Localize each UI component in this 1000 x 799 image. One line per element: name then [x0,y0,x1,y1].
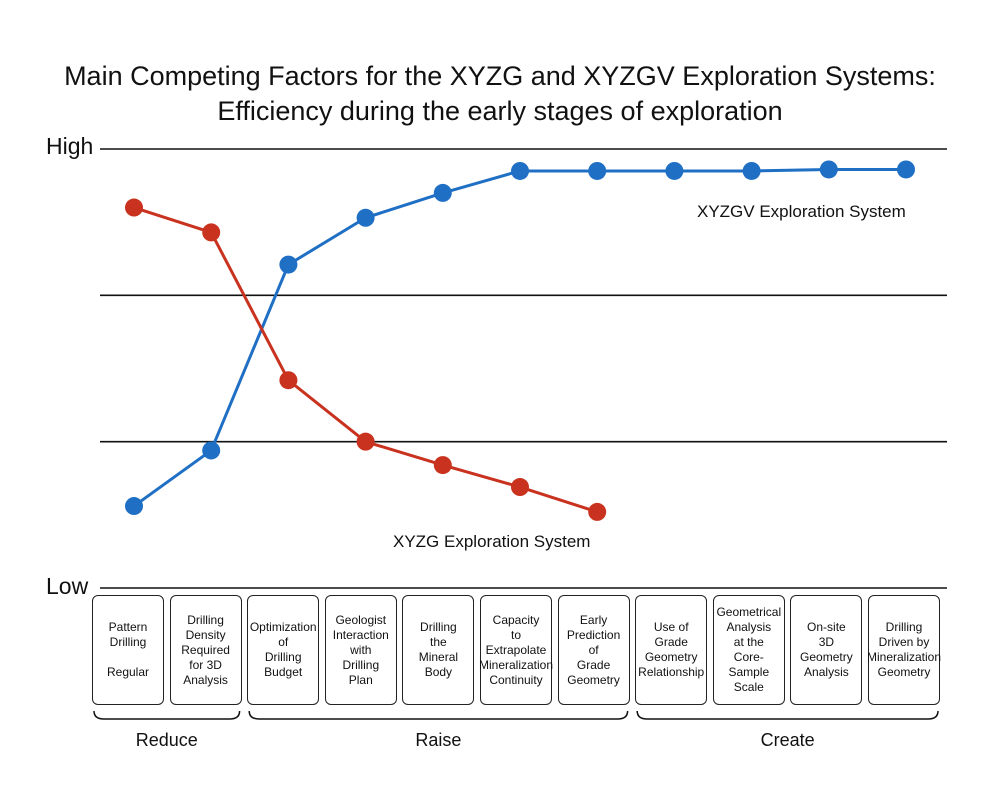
category-label-2: Optimization of Drilling Budget [247,595,320,705]
category-label-1: Drilling Density Required for 3D Analysi… [169,595,242,705]
group-brace-0 [93,710,241,720]
data-point-s0-8 [742,161,761,180]
data-point-s0-1 [202,441,221,460]
data-point-s0-9 [819,160,838,179]
category-label-6: Early Prediction of Grade Geometry [557,595,630,705]
data-point-s0-3 [356,208,375,227]
data-point-s0-4 [433,183,452,202]
data-point-s1-2 [279,371,298,390]
data-point-s1-3 [356,432,375,451]
category-label-8: Geometrical Analysis at the Core-Sample … [712,595,785,705]
data-point-s0-2 [279,255,298,274]
category-label-3: Geologist Interaction with Drilling Plan [324,595,397,705]
category-label-4: Drilling the Mineral Body [402,595,475,705]
data-point-s0-7 [665,161,684,180]
series-line-1 [133,206,598,514]
group-brace-2 [636,710,939,720]
group-label-2: Create [760,730,815,750]
category-label-9: On-site 3D Geometry Analysis [790,595,863,705]
category-label-0: Pattern Drilling Regular [92,595,164,705]
y-tick-label-low: Low [46,573,89,599]
gridlines [100,148,947,589]
data-point-s1-4 [433,456,452,475]
data-point-s1-0 [125,198,143,217]
group-label-0: Reduce [135,730,198,750]
category-label-5: Capacity to Extrapolate Mineralization C… [479,595,553,705]
series-points [125,160,915,521]
data-point-s1-5 [511,478,529,497]
group-label-1: Raise [415,730,462,750]
group-brace-1 [248,710,629,720]
data-point-s1-1 [202,223,221,242]
chart-subtitle: Efficiency during the early stages of ex… [217,96,783,126]
data-point-s1-6 [588,502,607,521]
y-tick-label-high: High [46,133,94,159]
series-label-xyzgv: XYZGV Exploration System [697,202,906,221]
data-point-s0-10 [897,160,915,179]
category-label-7: Use of Grade Geometry Relationship [635,595,708,705]
series-label-xyzg: XYZG Exploration System [393,532,591,551]
category-label-10: Drilling Driven by Mineralization Geomet… [867,595,941,705]
chart-title: Main Competing Factors for the XYZG and … [64,61,936,91]
data-point-s0-6 [588,161,607,180]
data-point-s0-0 [125,497,143,516]
group-braces [93,710,939,720]
data-point-s0-5 [511,161,529,180]
